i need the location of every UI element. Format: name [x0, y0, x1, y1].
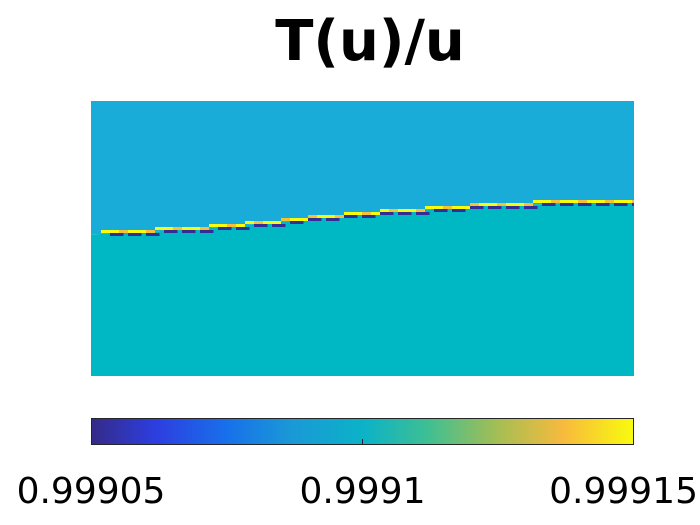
- colorbar: [91, 418, 634, 445]
- interface-cell-high: [236, 224, 245, 227]
- interface-cell-high: [443, 206, 452, 209]
- interface-cell-high: [506, 203, 515, 206]
- interface-cell-low: [398, 212, 412, 215]
- interface-cell-high: [353, 212, 362, 215]
- interface-cell-low: [488, 206, 502, 209]
- interface-cell-low: [380, 212, 394, 215]
- interface-cell-high: [254, 221, 263, 224]
- interface-cell-low: [614, 203, 628, 206]
- interface-cell-high: [218, 224, 227, 227]
- interface-cell-high: [569, 200, 578, 203]
- interface-cell-high: [560, 200, 569, 203]
- interface-cell-high: [308, 215, 317, 218]
- interface-cell-high: [317, 215, 326, 218]
- interface-cell-low: [218, 227, 232, 230]
- interface-cell-high: [344, 212, 353, 215]
- interface-cell-high: [524, 203, 533, 206]
- interface-cell-high: [434, 206, 443, 209]
- interface-cell-high: [407, 209, 416, 212]
- interface-cell-high: [515, 203, 524, 206]
- interface-cell-low: [416, 212, 430, 215]
- interface-cell-low: [128, 233, 142, 236]
- interface-cell-low: [362, 215, 376, 218]
- interface-cell-high: [452, 206, 461, 209]
- interface-cell-high: [551, 200, 560, 203]
- interface-cell-low: [596, 203, 610, 206]
- interface-cell-low: [146, 233, 160, 236]
- interface-cell-high: [245, 221, 254, 224]
- interface-cell-low: [452, 209, 466, 212]
- interface-cell-high: [614, 200, 623, 203]
- interface-cell-high: [416, 209, 425, 212]
- interface-cell-high: [380, 209, 389, 212]
- interface-cell-high: [578, 200, 587, 203]
- interface-cell-low: [632, 203, 634, 206]
- interface-cell-low: [542, 203, 556, 206]
- interface-cell-high: [281, 218, 290, 221]
- colorbar-tick-label: 0.9991: [299, 471, 426, 512]
- heatmap-region-upper: [91, 101, 634, 235]
- interface-cell-high: [101, 230, 110, 233]
- interface-cell-high: [164, 227, 173, 230]
- interface-cell-high: [182, 227, 191, 230]
- interface-cell-high: [632, 200, 634, 203]
- interface-cell-high: [623, 200, 632, 203]
- interface-cell-low: [164, 230, 178, 233]
- interface-cell-high: [110, 230, 119, 233]
- interface-cell-high: [371, 212, 380, 215]
- interface-cell-high: [146, 230, 155, 233]
- interface-cell-high: [497, 203, 506, 206]
- interface-cell-low: [236, 227, 250, 230]
- heatmap-region-lower: [91, 202, 634, 376]
- interface-cell-high: [470, 203, 479, 206]
- interface-cell-low: [110, 233, 124, 236]
- interface-cell-low: [524, 206, 538, 209]
- interface-cell-low: [272, 224, 286, 227]
- interface-cell-low: [290, 221, 304, 224]
- chart-title: T(u)/u: [275, 9, 465, 74]
- interface-cell-low: [308, 218, 322, 221]
- interface-cell-high: [389, 209, 398, 212]
- interface-cell-high: [425, 206, 434, 209]
- interface-cell-low: [578, 203, 592, 206]
- interface-cell-low: [344, 215, 358, 218]
- interface-cell-high: [191, 227, 200, 230]
- interface-cell-low: [182, 230, 196, 233]
- interface-cell-high: [272, 221, 281, 224]
- interface-cell-low: [200, 230, 214, 233]
- interface-cell-low: [506, 206, 520, 209]
- heatmap-plot: [91, 101, 634, 376]
- interface-cell-high: [290, 218, 299, 221]
- interface-cell-low: [434, 209, 448, 212]
- interface-cell-high: [263, 221, 272, 224]
- interface-cell-high: [605, 200, 614, 203]
- interface-cell-high: [479, 203, 488, 206]
- interface-cell-high: [587, 200, 596, 203]
- interface-cell-high: [542, 200, 551, 203]
- interface-cell-low: [254, 224, 268, 227]
- colorbar-tick-label: 0.99905: [16, 471, 166, 512]
- interface-cell-high: [335, 215, 344, 218]
- interface-cell-high: [488, 203, 497, 206]
- interface-cell-high: [461, 206, 470, 209]
- interface-cell-high: [299, 218, 308, 221]
- interface-cell-high: [533, 200, 542, 203]
- interface-cell-high: [362, 212, 371, 215]
- interface-cell-high: [227, 224, 236, 227]
- interface-cell-high: [596, 200, 605, 203]
- interface-cell-high: [209, 224, 218, 227]
- interface-cell-high: [398, 209, 407, 212]
- colorbar-tick-label: 0.99915: [549, 471, 698, 512]
- interface-cell-low: [470, 206, 484, 209]
- interface-cell-high: [128, 230, 137, 233]
- interface-cell-high: [326, 215, 335, 218]
- interface-cell-high: [173, 227, 182, 230]
- interface-cell-high: [155, 227, 164, 230]
- interface-cell-high: [137, 230, 146, 233]
- interface-cell-high: [119, 230, 128, 233]
- interface-cell-low: [560, 203, 574, 206]
- interface-cell-high: [200, 227, 209, 230]
- interface-cell-low: [326, 218, 340, 221]
